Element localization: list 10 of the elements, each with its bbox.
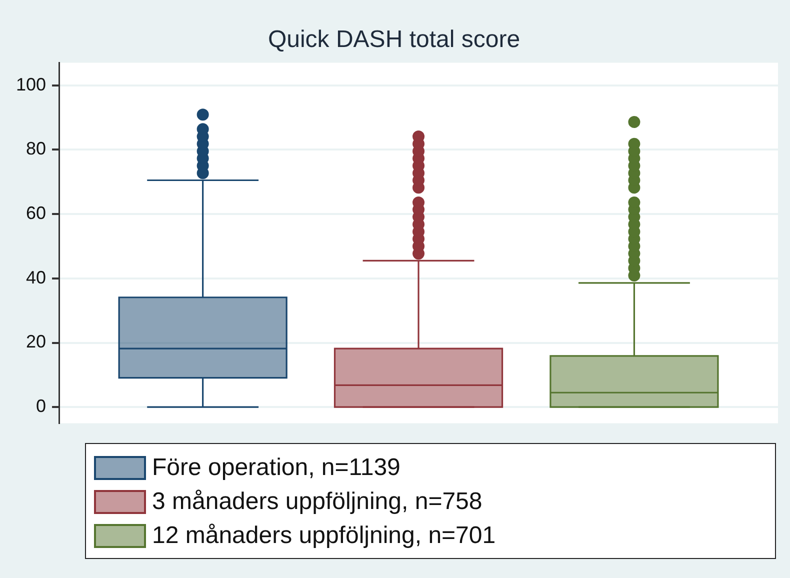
y-tick-label: 20: [26, 332, 46, 352]
legend-label: Före operation, n=1139: [152, 454, 400, 482]
chart-title: Quick DASH total score: [268, 26, 520, 54]
y-tick-label: 100: [16, 74, 46, 94]
y-tick-label: 80: [26, 138, 46, 159]
legend-label: 12 månaders uppföljning, n=701: [152, 522, 496, 550]
legend-label: 3 månaders uppföljning, n=758: [152, 488, 482, 516]
y-tick-label: 60: [26, 203, 46, 224]
y-tick-label: 40: [26, 267, 46, 288]
y-tick-label: 0: [36, 396, 46, 416]
